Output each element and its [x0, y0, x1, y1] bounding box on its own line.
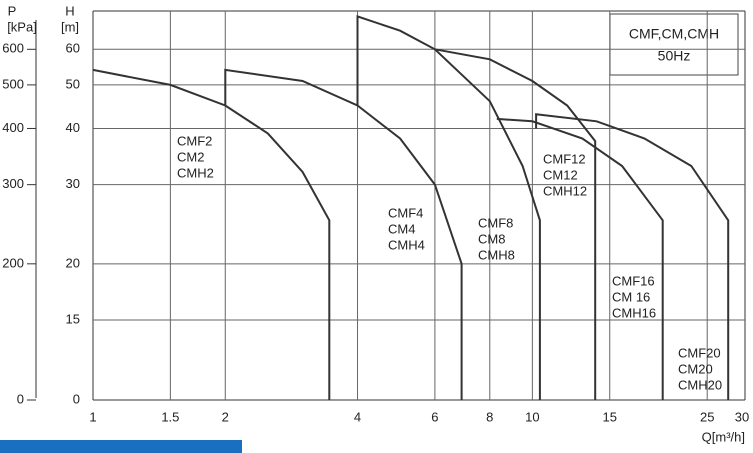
- x-tick-label: 1.5: [161, 409, 179, 424]
- x-tick-label: 8: [486, 409, 493, 424]
- y-tick-label: 40: [66, 120, 80, 135]
- legend-text: CMF,CM,CMH: [629, 26, 719, 42]
- y-tick-label: 60: [66, 41, 80, 56]
- decor-bar: [0, 440, 242, 453]
- legend-box: [609, 13, 739, 76]
- y-tick-label: 30: [66, 176, 80, 191]
- series-label: CMF20: [678, 345, 721, 360]
- x-axis-label: Q[m³/h]: [702, 429, 745, 444]
- x-tick-label: 15: [603, 409, 617, 424]
- y-tick-label: 20: [66, 255, 80, 270]
- x-tick-label: 25: [700, 409, 714, 424]
- y2-tick-label: 300: [2, 176, 24, 191]
- series-label: CM2: [177, 149, 204, 164]
- x-tick-label: 1: [89, 409, 96, 424]
- series-label: CMF16: [612, 273, 655, 288]
- series-label: CMF4: [388, 205, 423, 220]
- series-label: CMH2: [177, 165, 214, 180]
- curve: [224, 68, 463, 400]
- series-label: CMH16: [612, 305, 656, 320]
- legend-text: 50Hz: [658, 48, 691, 64]
- y2-tick-label: 0: [17, 391, 24, 406]
- curve: [496, 117, 664, 400]
- y-tick-label: 15: [66, 311, 80, 326]
- series-label: CM8: [478, 231, 505, 246]
- curve: [434, 48, 597, 400]
- series-label: CMF12: [543, 151, 586, 166]
- series-label: CMF2: [177, 133, 212, 148]
- series-label: CMH4: [388, 237, 425, 252]
- y-axis-label: H: [65, 3, 74, 18]
- curve: [535, 113, 730, 400]
- y-tick-label: 50: [66, 76, 80, 91]
- series-label: CM20: [678, 361, 713, 376]
- x-tick-label: 4: [354, 409, 361, 424]
- y2-axis-label: P: [8, 3, 17, 18]
- series-label: CMH12: [543, 183, 587, 198]
- y2-axis-label: [kPa]: [7, 19, 37, 34]
- series-label: CMH8: [478, 247, 515, 262]
- series-label: CMF8: [478, 215, 513, 230]
- x-tick-label: 6: [431, 409, 438, 424]
- y-tick-label: 0: [73, 391, 80, 406]
- y2-tick-label: 200: [2, 255, 24, 270]
- y2-tick-label: 400: [2, 120, 24, 135]
- y2-tick-label: 600: [2, 41, 24, 56]
- curve: [92, 68, 331, 400]
- y2-tick-label: 500: [2, 76, 24, 91]
- series-label: CM4: [388, 221, 415, 236]
- series-label: CM12: [543, 167, 578, 182]
- y-axis-label: [m]: [61, 19, 79, 34]
- curve: [356, 15, 541, 400]
- x-tick-label: 2: [222, 409, 229, 424]
- x-tick-label: 10: [525, 409, 539, 424]
- series-label: CM 16: [612, 289, 650, 304]
- x-tick-label: 30: [735, 409, 749, 424]
- series-label: CMH20: [678, 377, 722, 392]
